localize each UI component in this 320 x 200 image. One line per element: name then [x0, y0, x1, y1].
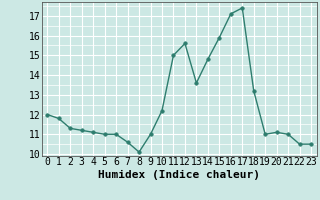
X-axis label: Humidex (Indice chaleur): Humidex (Indice chaleur): [98, 170, 260, 180]
